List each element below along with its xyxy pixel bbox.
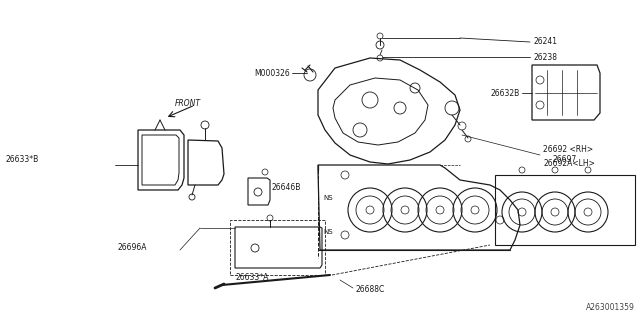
Text: 26646B: 26646B (272, 183, 301, 193)
Text: 26241: 26241 (533, 37, 557, 46)
Bar (230, 220, 325, 275)
Text: 26238: 26238 (533, 52, 557, 61)
Bar (495, 175, 635, 245)
Text: FRONT: FRONT (175, 99, 201, 108)
Text: 26692A<LH>: 26692A<LH> (543, 158, 595, 167)
Text: 26633*B: 26633*B (5, 156, 38, 164)
Text: 26633*A: 26633*A (235, 274, 268, 283)
Text: M000326: M000326 (254, 68, 290, 77)
Text: 26688C: 26688C (355, 285, 384, 294)
Text: A263001359: A263001359 (586, 303, 635, 313)
Text: 26692 <RH>: 26692 <RH> (543, 146, 593, 155)
Text: NS: NS (323, 229, 333, 235)
Text: 26696A: 26696A (118, 244, 147, 252)
Text: NS: NS (323, 195, 333, 201)
Text: 26697: 26697 (553, 156, 577, 164)
Text: 26632B: 26632B (491, 89, 520, 98)
